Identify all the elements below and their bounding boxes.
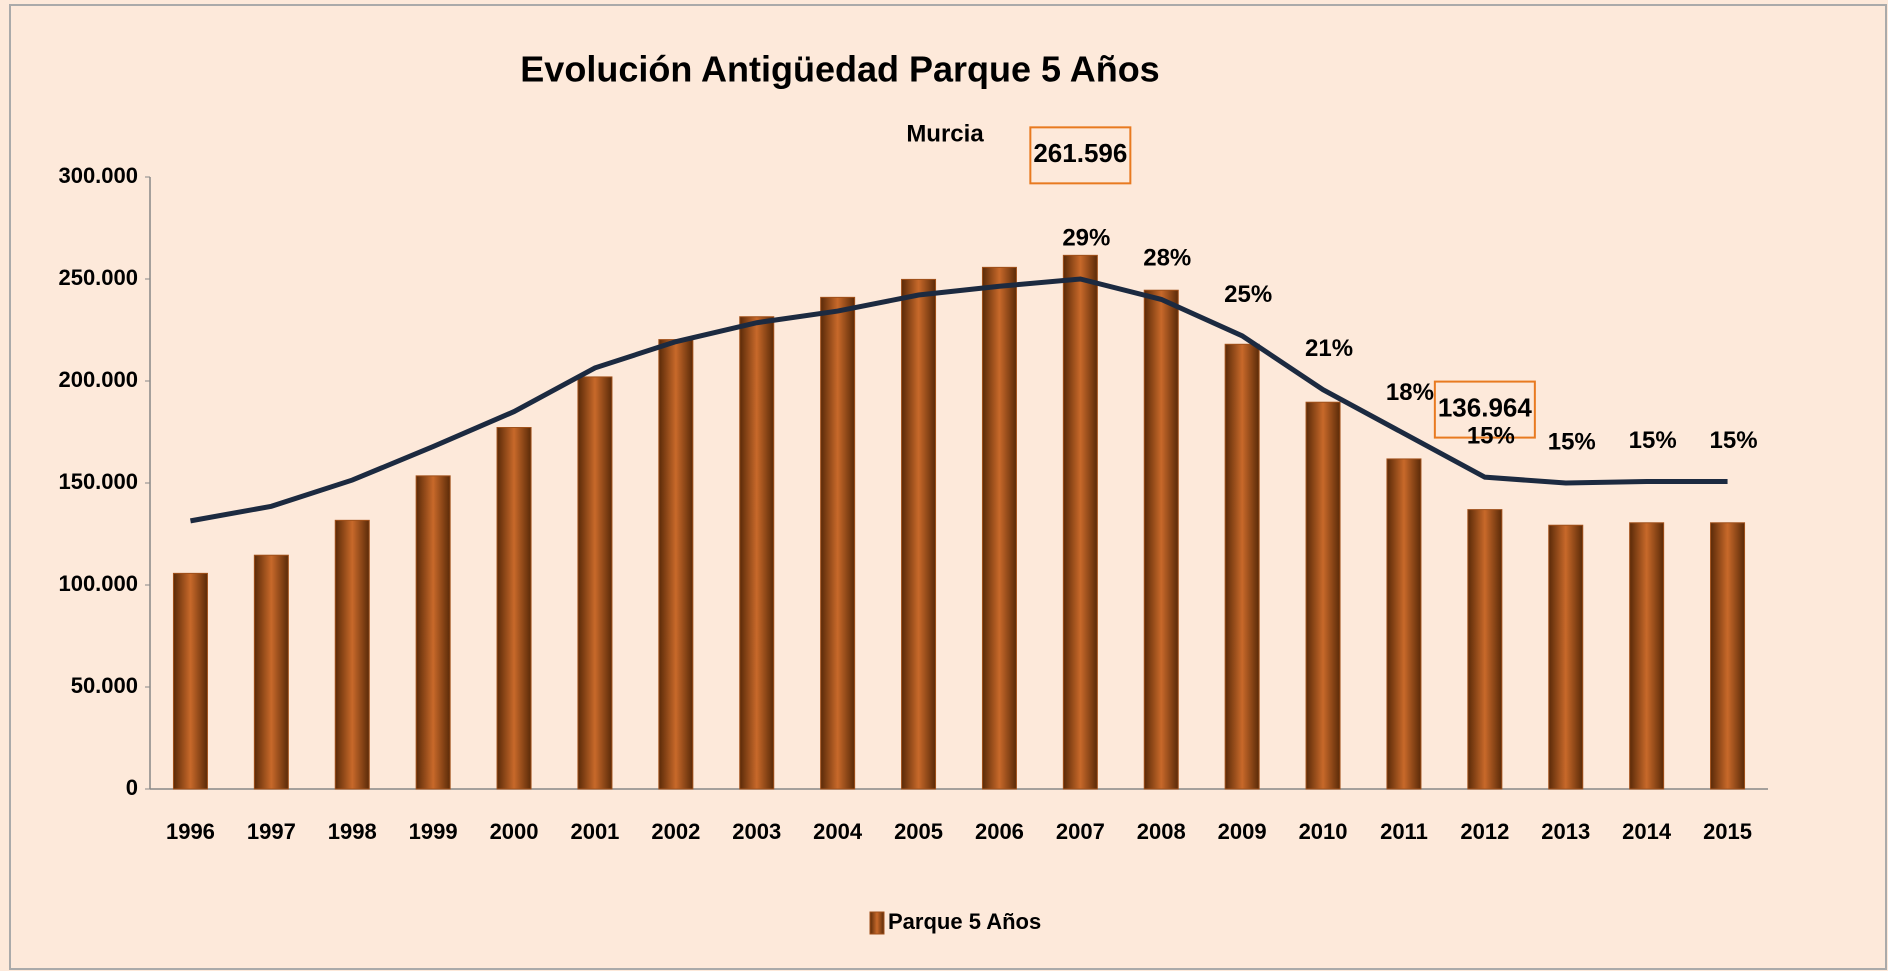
y-tick-label: 250.000 bbox=[58, 265, 138, 290]
bar bbox=[1224, 343, 1260, 790]
bar bbox=[496, 427, 532, 790]
x-tick-label: 2002 bbox=[651, 819, 700, 844]
data-label: 15% bbox=[1467, 423, 1515, 450]
bar bbox=[415, 475, 451, 790]
chart-subtitle: Murcia bbox=[906, 120, 984, 147]
legend-swatch bbox=[869, 911, 885, 935]
bar bbox=[1629, 522, 1665, 790]
bar bbox=[172, 572, 208, 790]
data-label: 15% bbox=[1629, 427, 1677, 454]
bar bbox=[253, 554, 289, 790]
y-tick-label: 200.000 bbox=[58, 367, 138, 392]
x-tick-label: 1996 bbox=[166, 819, 215, 844]
x-tick-label: 1998 bbox=[328, 819, 377, 844]
y-tick-label: 300.000 bbox=[58, 163, 138, 188]
bar bbox=[577, 376, 613, 790]
data-label-box bbox=[1029, 126, 1132, 185]
chart-title: Evolución Antigüedad Parque 5 Años bbox=[520, 49, 1159, 90]
x-tick-label: 2004 bbox=[813, 819, 863, 844]
bar bbox=[1386, 458, 1422, 790]
data-label-box bbox=[1433, 380, 1536, 439]
y-tick-label: 0 bbox=[126, 775, 138, 800]
frame bbox=[9, 4, 1887, 970]
line bbox=[190, 276, 1728, 524]
bar bbox=[739, 316, 775, 790]
bar bbox=[658, 339, 694, 790]
data-label: 18% bbox=[1386, 379, 1434, 406]
data-label: 21% bbox=[1305, 335, 1353, 362]
bar bbox=[1305, 401, 1341, 790]
x-tick-label: 2006 bbox=[975, 819, 1024, 844]
bar bbox=[1143, 289, 1179, 790]
x-tick-label: 2011 bbox=[1380, 819, 1428, 844]
x-tick-label: 2013 bbox=[1541, 819, 1590, 844]
x-tick-label: 2008 bbox=[1137, 819, 1186, 844]
bar bbox=[334, 519, 370, 790]
x-tick-label: 2000 bbox=[490, 819, 539, 844]
bar bbox=[1062, 254, 1098, 790]
data-label: 28% bbox=[1143, 245, 1191, 272]
data-label: 25% bbox=[1224, 281, 1272, 308]
y-tick-label: 50.000 bbox=[71, 673, 138, 698]
legend-label: Parque 5 Años bbox=[888, 909, 1041, 934]
x-tick-label: 2010 bbox=[1299, 819, 1348, 844]
data-label: 261.596 bbox=[1033, 138, 1127, 168]
x-tick-label: 2009 bbox=[1218, 819, 1267, 844]
x-tick-label: 1999 bbox=[409, 819, 458, 844]
x-tick-label: 2007 bbox=[1056, 819, 1105, 844]
bar bbox=[820, 296, 856, 790]
x-tick-label: 2012 bbox=[1460, 819, 1509, 844]
x-tick-label: 2015 bbox=[1703, 819, 1752, 844]
bar bbox=[901, 278, 937, 790]
x-tick-label: 2005 bbox=[894, 819, 943, 844]
bar bbox=[1467, 509, 1503, 790]
x-tick-label: 2001 bbox=[570, 819, 619, 844]
y-tick-label: 100.000 bbox=[58, 571, 138, 596]
bar bbox=[1710, 522, 1746, 790]
data-label: 15% bbox=[1548, 428, 1596, 455]
bar bbox=[1548, 524, 1584, 790]
data-label: 29% bbox=[1062, 224, 1110, 251]
x-tick-label: 2014 bbox=[1622, 819, 1672, 844]
data-label: 136.964 bbox=[1438, 392, 1533, 422]
x-tick-label: 2003 bbox=[732, 819, 781, 844]
y-tick-label: 150.000 bbox=[58, 469, 138, 494]
data-label: 15% bbox=[1710, 427, 1758, 454]
x-tick-label: 1997 bbox=[247, 819, 296, 844]
bar bbox=[981, 266, 1017, 790]
